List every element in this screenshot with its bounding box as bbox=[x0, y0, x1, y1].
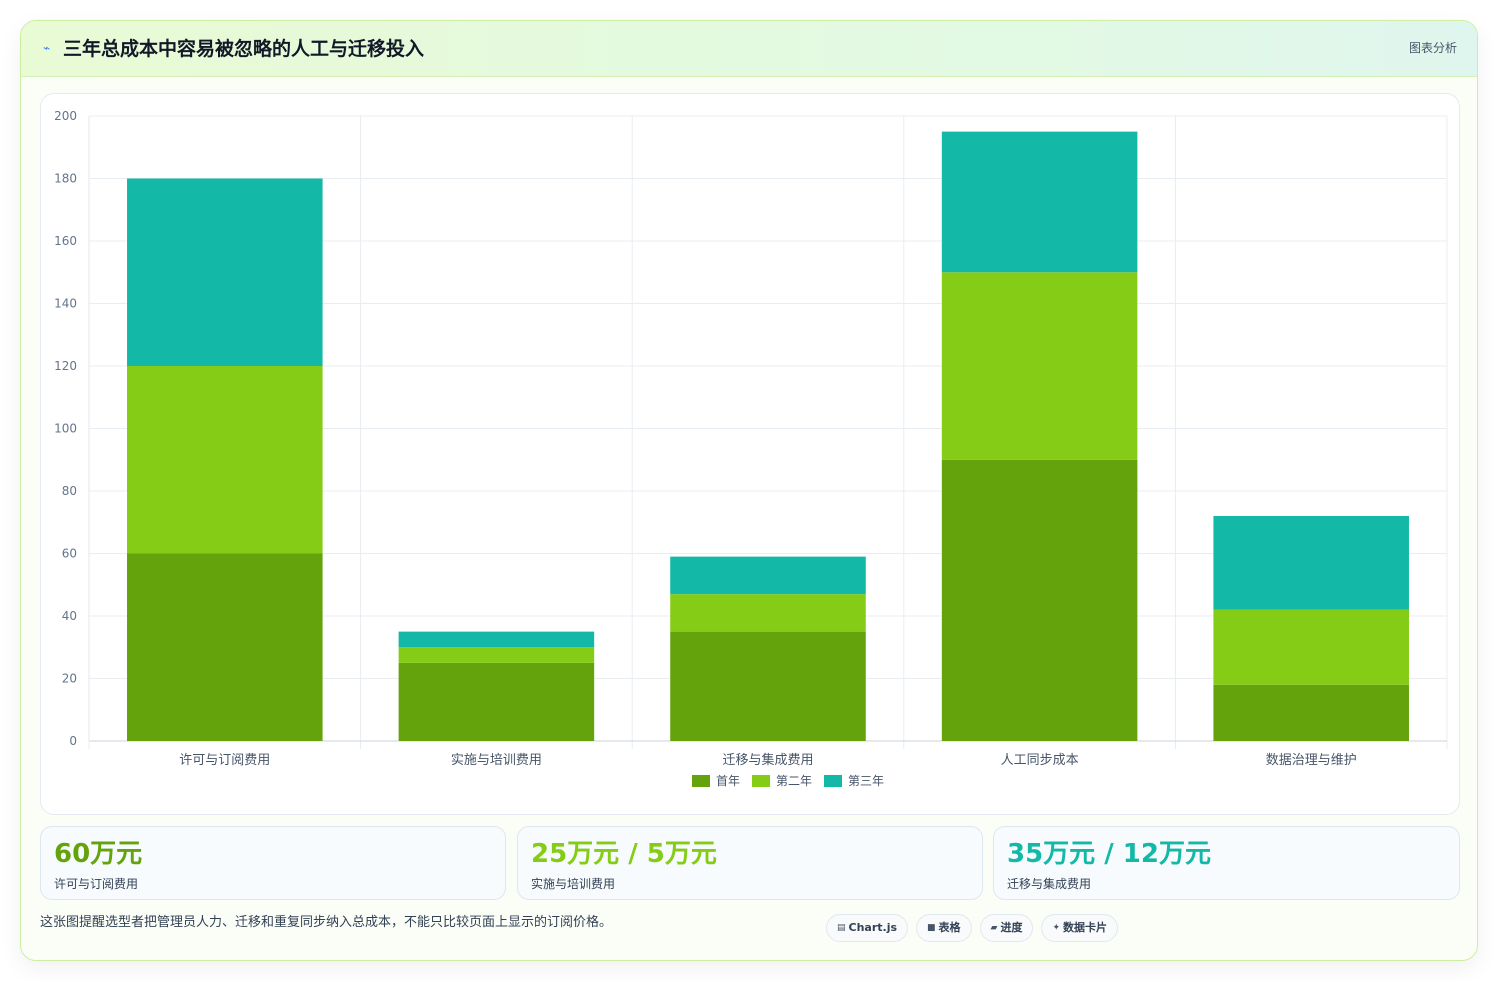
bar-segment-3 bbox=[941, 131, 1138, 273]
bar-segment-3 bbox=[398, 631, 595, 648]
progress-icon: ▰ bbox=[990, 923, 998, 933]
tag-table[interactable]: ■ 表格 bbox=[916, 914, 972, 942]
chart-icon: ▤ bbox=[837, 923, 846, 933]
stat-label: 实施与培训费用 bbox=[531, 877, 616, 891]
chart-analysis-badge: 图表分析 bbox=[1408, 41, 1457, 55]
y-tick-label: 40 bbox=[62, 609, 77, 623]
legend-swatch-3 bbox=[824, 775, 842, 787]
legend-label: 首年 bbox=[716, 774, 740, 788]
chart-container: 0 20 40 60 80 100 120 140 160 180 200 许可与订阅费用 实施与培训费… bbox=[40, 93, 1460, 815]
card-header: ⌁ 三年总成本中容易被忽略的人工与迁移投入 图表分析 bbox=[21, 21, 1477, 77]
bar-segment-1 bbox=[127, 553, 323, 741]
tag-progress[interactable]: ▰ 进度 bbox=[979, 914, 1034, 942]
bar-segment-3 bbox=[127, 178, 323, 366]
y-tick-label: 140 bbox=[54, 297, 77, 311]
y-tick-label: 20 bbox=[62, 672, 77, 686]
bar-segment-2 bbox=[1213, 609, 1409, 685]
stat-value: 60万元 bbox=[54, 839, 143, 869]
stat-value: 25万元 / 5万元 bbox=[531, 839, 717, 869]
x-tick-label: 实施与培训费用 bbox=[451, 752, 542, 768]
legend-swatch-1 bbox=[692, 775, 710, 787]
tag-data-card[interactable]: ✦ 数据卡片 bbox=[1041, 914, 1119, 942]
x-tick-label: 迁移与集成费用 bbox=[722, 752, 813, 768]
x-tick-label: 许可与订阅费用 bbox=[179, 753, 270, 768]
y-tick-label: 160 bbox=[54, 234, 77, 248]
chart-card: ⌁ 三年总成本中容易被忽略的人工与迁移投入 图表分析 0 20 40 60 80 100 1… bbox=[20, 20, 1478, 961]
table-icon: ■ bbox=[927, 923, 936, 933]
y-tick-label: 180 bbox=[54, 172, 77, 186]
y-tick-label: 0 bbox=[69, 734, 77, 748]
stat-label: 许可与订阅费用 bbox=[54, 877, 139, 891]
bar-segment-2 bbox=[941, 272, 1138, 460]
chart-footnote: 这张图提醒选型者把管理员人力、迁移和重复同步纳入总成本，不能只比较页面上显示的订… bbox=[40, 915, 613, 930]
y-tick-label: 100 bbox=[54, 422, 77, 436]
tag-list: ▤ Chart.js ■ 表格 ▰ 进度 ✦ 数据卡片 bbox=[826, 914, 1119, 942]
tag-chartjs[interactable]: ▤ Chart.js bbox=[826, 914, 909, 942]
bar-segment-1 bbox=[941, 459, 1138, 741]
stat-value: 35万元 / 12万元 bbox=[1007, 839, 1211, 869]
x-tick-label: 人工同步成本 bbox=[1001, 753, 1079, 768]
y-tick-label: 120 bbox=[54, 359, 77, 373]
bar-segment-2 bbox=[127, 366, 323, 554]
y-tick-label: 60 bbox=[62, 547, 77, 561]
bar-segment-3 bbox=[670, 556, 866, 595]
trend-icon: ⌁ bbox=[43, 41, 51, 55]
tag-label: 数据卡片 bbox=[1063, 921, 1108, 934]
x-tick-label: 数据治理与维护 bbox=[1266, 753, 1357, 768]
stat-card-license: 60万元 许可与订阅费用 bbox=[40, 826, 506, 900]
card-title: 三年总成本中容易被忽略的人工与迁移投入 bbox=[63, 38, 425, 60]
tag-label: 进度 bbox=[1000, 921, 1023, 934]
y-tick-label: 200 bbox=[54, 109, 77, 123]
legend-label: 第二年 bbox=[776, 774, 812, 788]
bar-segment-1 bbox=[670, 631, 866, 741]
legend-label: 第三年 bbox=[848, 774, 884, 788]
y-tick-label: 80 bbox=[62, 484, 77, 498]
legend-swatch-2 bbox=[752, 775, 770, 787]
stat-card-migration: 35万元 / 12万元 迁移与集成费用 bbox=[993, 826, 1460, 900]
tag-label: 表格 bbox=[938, 921, 961, 934]
bar-segment-2 bbox=[398, 647, 595, 663]
bar-segment-1 bbox=[1213, 684, 1409, 741]
bar-segment-1 bbox=[398, 662, 595, 741]
bar-segment-3 bbox=[1213, 516, 1409, 610]
stat-card-implementation: 25万元 / 5万元 实施与培训费用 bbox=[517, 826, 983, 900]
stat-label: 迁移与集成费用 bbox=[1007, 877, 1092, 891]
bar-segment-2 bbox=[670, 594, 866, 632]
sparkle-icon: ✦ bbox=[1052, 923, 1061, 933]
stacked-bar-chart: 0 20 40 60 80 100 120 140 160 180 200 许可与订阅费用 实施与培训费… bbox=[54, 109, 1448, 788]
tag-label: Chart.js bbox=[848, 921, 898, 934]
